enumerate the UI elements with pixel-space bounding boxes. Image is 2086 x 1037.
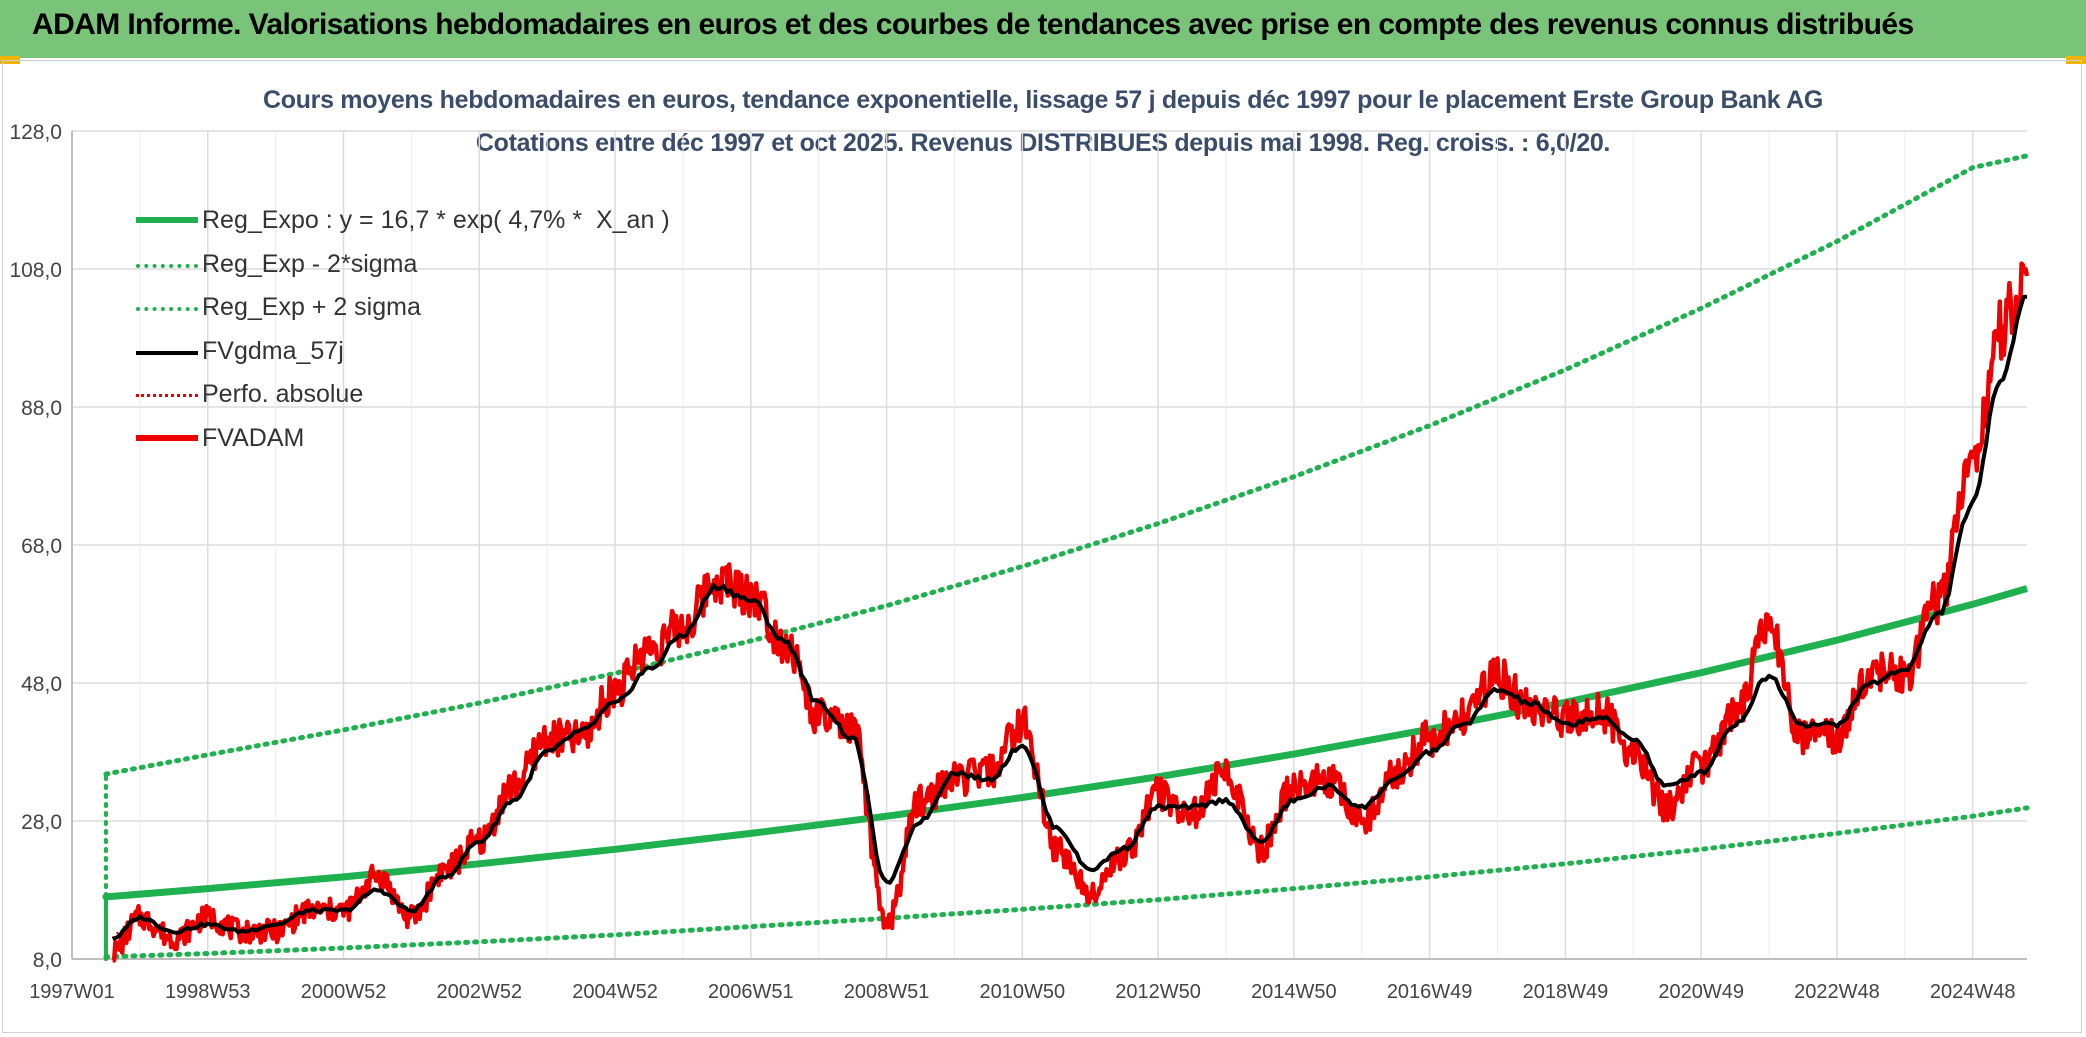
chart-subtitle: Cotations entre déc 1997 et oct 2025. Re… (475, 129, 1611, 157)
legend-label-reg-expo: Reg_Expo : y = 16,7 * exp( 4,7% * X_an ) (202, 206, 670, 234)
x-tick-label: 2022W48 (1794, 981, 1880, 1003)
x-tick-label: 2018W49 (1523, 981, 1609, 1003)
legend-swatch-dotted-red (136, 394, 198, 397)
y-tick-label: 68,0 (21, 535, 62, 558)
y-tick-label: 48,0 (21, 673, 62, 696)
y-tick-label: 108,0 (9, 259, 62, 282)
y-tick-label: 88,0 (21, 397, 62, 420)
series-line-reg-exp-plus-2sigma (103, 153, 2030, 777)
y-tick-label: 8,0 (33, 949, 62, 972)
legend-swatch-solid-green (136, 217, 198, 223)
x-tick-label: 2006W51 (708, 981, 794, 1003)
x-tick-label: 2004W52 (572, 981, 658, 1003)
series-line-reg-expo (102, 585, 2028, 901)
legend-label-fvgdma: FVgdma_57j (202, 336, 344, 365)
y-tick-label: 28,0 (21, 811, 62, 834)
legend-label-perfo: Perfo. absolue (202, 380, 364, 408)
legend-swatch-dotted-green (136, 307, 198, 311)
chart-frame (2, 60, 2082, 1033)
x-tick-label: 2010W50 (980, 981, 1066, 1003)
series-line-reg-exp-minus-2sigma (103, 805, 2030, 960)
y-tick-label: 128,0 (9, 121, 62, 144)
x-tick-label: 2016W49 (1387, 981, 1473, 1003)
legend-label-reg-plus: Reg_Exp + 2 sigma (202, 293, 421, 321)
x-tick-label: 2012W50 (1115, 981, 1201, 1003)
x-tick-label: 1998W53 (165, 981, 251, 1003)
x-tick-label: 2008W51 (844, 981, 930, 1003)
legend-label-reg-minus: Reg_Exp - 2*sigma (202, 249, 418, 278)
legend-swatch-solid-black (136, 350, 198, 355)
report-banner: ADAM Informe. Valorisations hebdomadaire… (0, 0, 2086, 58)
x-tick-label: 2014W50 (1251, 981, 1337, 1003)
chart-title: Cours moyens hebdomadaires en euros, ten… (262, 86, 1824, 114)
legend-swatch-solid-red (136, 434, 198, 441)
x-tick-label: 1997W01 (29, 981, 115, 1003)
legend-label-fvadam: FVADAM (202, 423, 305, 452)
report-title: ADAM Informe. Valorisations hebdomadaire… (32, 8, 1914, 41)
x-tick-label: 2024W48 (1930, 981, 2016, 1003)
series-line-fvadam (111, 261, 2030, 963)
x-tick-label: 2002W52 (436, 981, 522, 1003)
series-line-fvgdma-57j (112, 294, 2028, 941)
x-tick-label: 2000W52 (301, 981, 387, 1003)
x-tick-label: 2020W49 (1658, 981, 1744, 1003)
legend-swatch-dotted-green (136, 263, 198, 268)
